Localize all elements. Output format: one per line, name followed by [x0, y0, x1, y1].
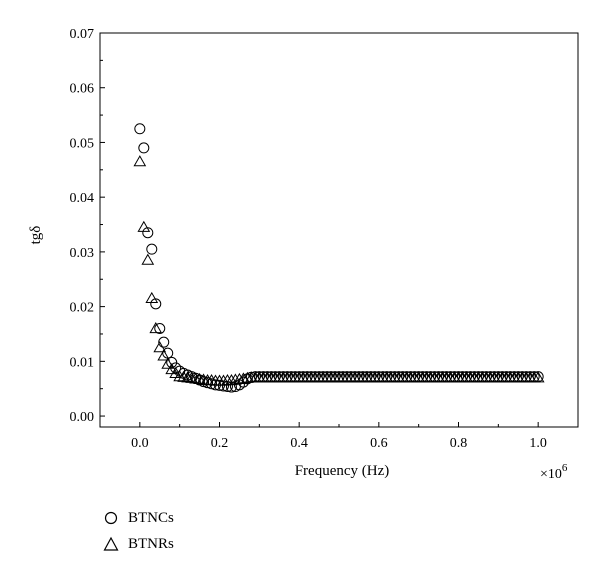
point-btncs [202, 377, 214, 389]
x-tick-label: 0.0 [131, 436, 149, 451]
x-tick-label: 0.8 [450, 436, 468, 451]
point-btnrs [185, 371, 198, 383]
point-btncs [198, 376, 210, 388]
x-multiplier-base: ×10 [540, 467, 562, 482]
y-tick-label: 0.07 [70, 27, 95, 42]
point-btnrs [205, 373, 218, 386]
point-btnrs [197, 373, 210, 385]
point-btnrs [237, 372, 250, 384]
point-btnrs [225, 373, 238, 386]
y-tick-label: 0.02 [70, 301, 95, 316]
point-btnrs [153, 341, 167, 353]
point-btncs [146, 243, 158, 255]
point-btnrs [157, 349, 171, 361]
point-btnrs [531, 371, 545, 383]
y-tick-label: 0.03 [70, 246, 95, 261]
point-btnrs [137, 220, 151, 232]
x-tick-label: 0.2 [211, 436, 229, 451]
y-tick-label: 0.01 [70, 355, 95, 370]
point-btnrs [177, 370, 191, 382]
point-btncs [166, 356, 178, 368]
x-tick-label: 1.0 [529, 436, 547, 451]
point-btnrs [181, 371, 194, 383]
x-axis-title: Frequency (Hz) [295, 463, 390, 479]
point-btnrs [173, 370, 187, 382]
x-multiplier-exponent: 6 [562, 462, 568, 474]
y-tick-label: 0.06 [70, 82, 95, 97]
point-btnrs [217, 374, 230, 386]
point-btnrs [133, 155, 147, 167]
y-tick-label: 0.05 [70, 136, 95, 151]
point-btnrs [161, 357, 175, 369]
legend-item-btncs: BTNCs [100, 505, 174, 531]
axis-ticks: 0.0 0.2 0.4 0.6 0.8 1.0 0.00 0.01 0.02 0.03 0.04 0.… [70, 27, 579, 451]
legend-item-btnrs: BTNRs [100, 531, 174, 557]
point-btnrs [189, 372, 202, 384]
circle-marker-icon [104, 511, 118, 525]
data-marks [133, 123, 545, 393]
y-tick-label: 0.00 [70, 410, 95, 425]
point-btncs [154, 323, 166, 334]
y-tick-label: 0.04 [70, 191, 95, 206]
point-btncs [138, 142, 150, 154]
legend: BTNCs BTNRs [100, 505, 174, 557]
x-multiplier: ×106 [540, 462, 568, 482]
legend-label-btnrs: BTNRs [128, 535, 174, 552]
x-tick-label: 0.6 [370, 436, 388, 451]
y-axis-title: tgδ [28, 226, 44, 245]
point-btnrs [193, 372, 206, 385]
point-btnrs [233, 372, 246, 385]
point-btnrs [165, 363, 179, 375]
point-btncs [158, 336, 170, 348]
triangle-marker-icon [103, 536, 119, 551]
point-btnrs [241, 371, 254, 383]
point-btnrs [149, 321, 163, 334]
point-btnrs [145, 291, 159, 304]
x-tick-label: 0.4 [290, 436, 308, 451]
point-btnrs [141, 253, 155, 265]
point-btncs [134, 123, 146, 135]
legend-label-btncs: BTNCs [128, 509, 174, 526]
point-btnrs [229, 373, 242, 385]
